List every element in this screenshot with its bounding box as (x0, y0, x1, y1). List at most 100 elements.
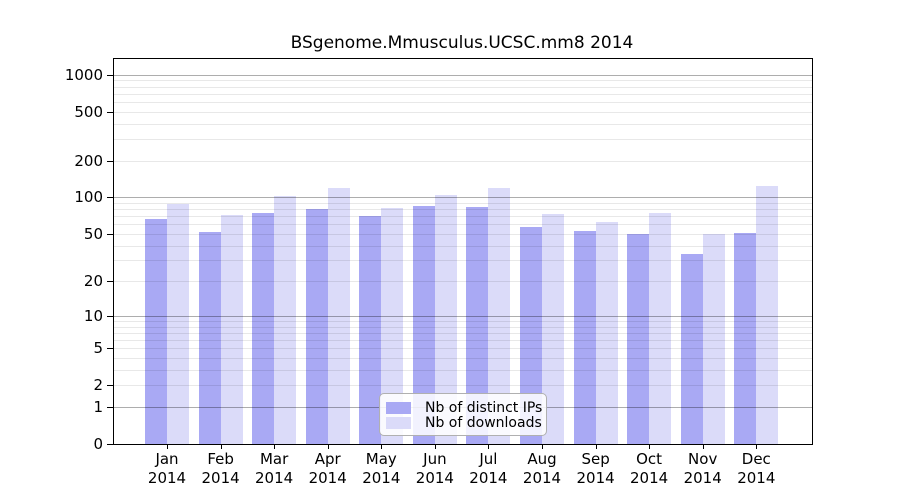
bar-oct-downloads (649, 213, 672, 444)
bar-jun-downloads (434, 195, 457, 444)
gridline-minor-40 (114, 245, 812, 247)
x-tick-year-aug: 2014 (522, 469, 562, 487)
y-tick-2 (107, 385, 113, 387)
x-tick-feb (220, 444, 222, 449)
y-tick-500 (107, 111, 113, 113)
y-tick-label-5: 5 (93, 339, 103, 358)
gridline-minor-800 (114, 86, 812, 88)
x-tick-jul (488, 444, 490, 449)
gridline-minor-60 (114, 224, 812, 226)
x-tick-mar (274, 444, 276, 449)
gridline-minor-7 (114, 332, 812, 334)
legend-row-downloads: Nb of downloads (386, 415, 542, 431)
bar-feb-distinct-ips (198, 231, 221, 444)
chart-title: BSgenome.Mmusculus.UCSC.mm8 2014 (290, 33, 634, 53)
x-tick-jan (167, 444, 168, 449)
gridline-major-10 (114, 315, 812, 317)
x-tick-sep (595, 444, 597, 449)
gridline-minor-4 (114, 358, 812, 359)
legend: Nb of distinct IPs Nb of downloads (379, 393, 547, 436)
y-tick-0 (107, 444, 113, 445)
legend-label-distinct-ips: Nb of distinct IPs (425, 399, 543, 416)
bar-may-distinct-ips (359, 216, 382, 444)
bar-jan-downloads (167, 204, 189, 444)
bar-jun-distinct-ips (412, 205, 435, 444)
x-tick-label-jul: Jul 2014 (448, 450, 528, 488)
x-tick-year-nov: 2014 (683, 469, 722, 487)
y-tick-label-0: 0 (93, 435, 103, 453)
y-tick-1000 (107, 74, 113, 76)
y-tick-10 (107, 315, 113, 317)
y-tick-label-500: 500 (74, 102, 103, 121)
y-tick-label-20: 20 (83, 272, 103, 291)
bar-sep-distinct-ips (573, 230, 596, 444)
gridline-minor-70 (114, 216, 812, 218)
x-tick-label-may: May 2014 (341, 450, 421, 488)
y-tick-200 (107, 160, 113, 162)
y-tick-label-100: 100 (74, 188, 103, 207)
bar-nov-downloads (702, 233, 725, 444)
legend-swatch-distinct-ips (386, 401, 411, 414)
x-tick-label-oct: Oct 2014 (609, 450, 689, 488)
gridline-minor-200 (114, 160, 812, 162)
y-tick-1 (107, 406, 113, 408)
bar-may-downloads (381, 207, 404, 444)
gridline-minor-700 (114, 93, 812, 95)
x-tick-aug (542, 444, 543, 449)
y-tick-label-2: 2 (93, 376, 103, 395)
gridline-minor-6 (114, 340, 812, 341)
gridline-minor-20 (114, 281, 812, 283)
x-tick-year-oct: 2014 (630, 469, 669, 487)
bar-sep-downloads (595, 221, 618, 444)
x-tick-year-sep: 2014 (576, 469, 615, 487)
bar-aug-distinct-ips (520, 227, 542, 444)
x-tick-year-dec: 2014 (737, 469, 776, 487)
y-tick-label-50: 50 (83, 224, 103, 243)
x-tick-label-nov: Nov 2014 (663, 450, 743, 488)
bar-nov-distinct-ips (680, 254, 703, 444)
x-tick-label-apr: Apr 2014 (288, 450, 368, 488)
x-tick-year-may: 2014 (362, 469, 401, 487)
bar-jul-distinct-ips (466, 207, 489, 444)
x-tick-label-dec: Dec 2014 (716, 450, 796, 488)
y-tick-50 (107, 233, 113, 235)
bar-dec-distinct-ips (734, 232, 757, 444)
y-tick-label-1000: 1000 (64, 65, 103, 84)
bar-mar-distinct-ips (252, 212, 275, 444)
bar-jan-distinct-ips (145, 219, 167, 444)
bar-oct-distinct-ips (627, 233, 650, 444)
x-tick-nov (702, 444, 704, 449)
x-tick-oct (649, 444, 651, 449)
legend-row-distinct-ips: Nb of distinct IPs (386, 400, 542, 416)
x-tick-year-mar: 2014 (255, 469, 294, 487)
gridline-major-1000 (114, 74, 812, 76)
x-tick-year-jan: 2014 (147, 469, 187, 487)
x-tick-year-apr: 2014 (308, 469, 347, 487)
gridline-minor-300 (114, 138, 812, 140)
gridline-minor-8 (114, 326, 812, 328)
x-tick-label-feb: Feb 2014 (181, 450, 261, 488)
bar-jul-downloads (488, 188, 511, 444)
x-tick-dec (756, 444, 758, 449)
x-tick-label-jan: Jan 2014 (127, 450, 207, 488)
x-tick-year-jun: 2014 (415, 469, 454, 487)
x-tick-may (381, 444, 383, 449)
gridline-minor-5 (114, 348, 812, 350)
x-tick-label-sep: Sep 2014 (556, 450, 636, 488)
x-tick-year-jul: 2014 (469, 469, 508, 487)
gridline-minor-30 (114, 260, 812, 262)
x-tick-jun (434, 444, 436, 449)
gridline-minor-80 (114, 209, 812, 211)
y-tick-100 (107, 197, 113, 199)
gridline-minor-2 (114, 385, 812, 387)
gridline-minor-500 (114, 111, 812, 113)
gridline-minor-9 (114, 320, 812, 322)
legend-label-downloads: Nb of downloads (425, 414, 542, 431)
bar-feb-downloads (220, 215, 243, 444)
y-tick-label-200: 200 (74, 151, 103, 170)
gridline-minor-90 (114, 202, 812, 204)
gridline-minor-600 (114, 102, 812, 103)
gridline-minor-50 (114, 233, 812, 235)
bar-apr-downloads (327, 188, 350, 444)
